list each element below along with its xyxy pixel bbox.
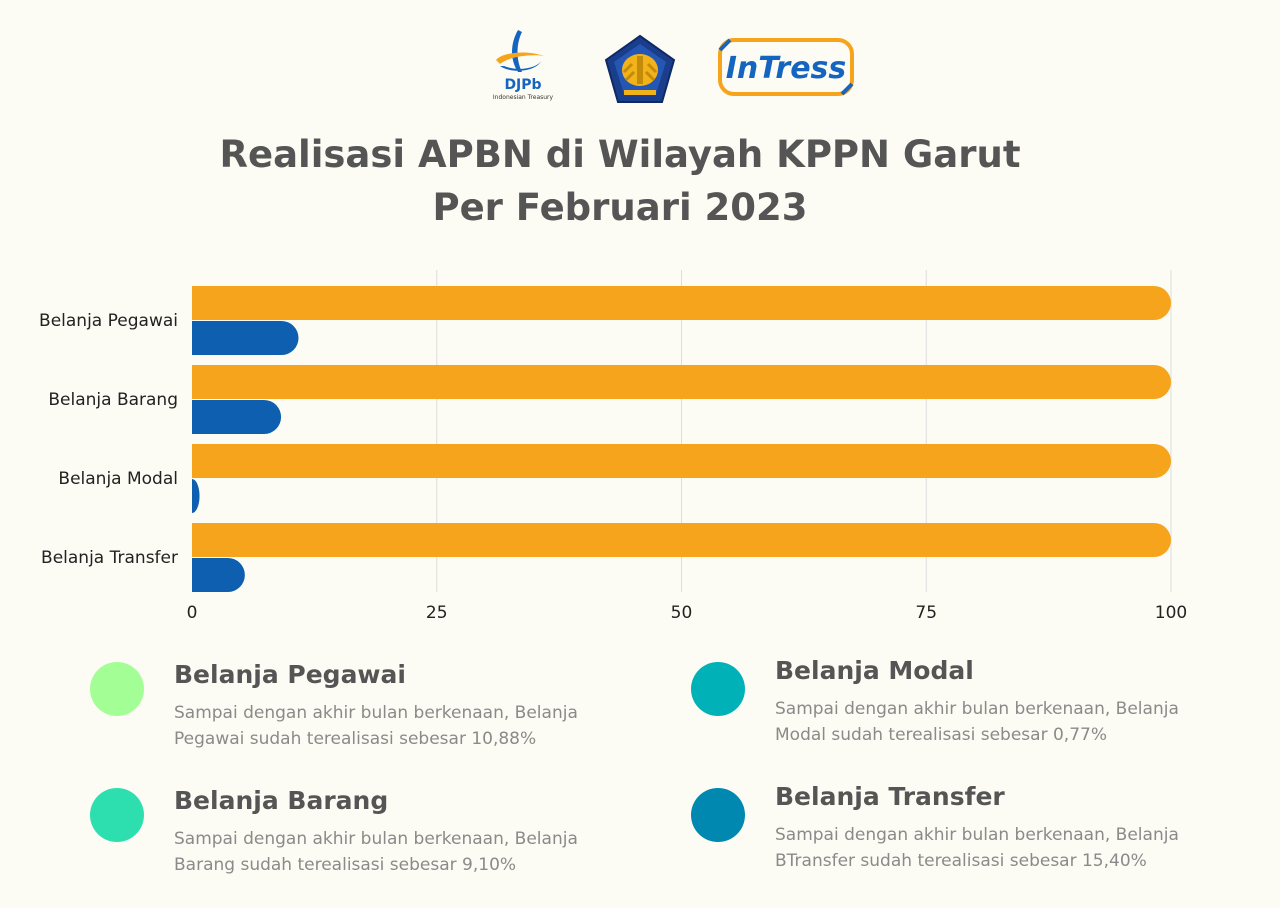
legend-desc-transfer: Sampai dengan akhir bulan berkenaan, Bel… xyxy=(775,825,1179,871)
djpb-logo-subtext: Indonesian Treasury xyxy=(493,94,554,101)
bar-blue xyxy=(192,558,245,592)
legend-dot-pegawai xyxy=(90,662,144,716)
legend-title-barang: Belanja Barang xyxy=(174,786,389,815)
intress-logo: InTress xyxy=(716,36,856,98)
page-title: Realisasi APBN di Wilayah KPPN Garut Per… xyxy=(0,128,1240,234)
x-tick-label: 0 xyxy=(187,603,198,623)
category-label: Belanja Barang xyxy=(48,390,178,410)
legend-desc-barang: Sampai dengan akhir bulan berkenaan, Bel… xyxy=(174,829,578,875)
bar-orange xyxy=(192,365,1171,399)
legend-desc-pegawai: Sampai dengan akhir bulan berkenaan, Bel… xyxy=(174,703,578,749)
category-label: Belanja Modal xyxy=(58,469,178,489)
x-tick-label: 25 xyxy=(426,603,448,623)
legend-desc-modal: Sampai dengan akhir bulan berkenaan, Bel… xyxy=(775,699,1179,745)
bar-blue xyxy=(192,400,282,434)
bar-orange xyxy=(192,444,1171,478)
x-tick-label: 75 xyxy=(915,603,937,623)
category-label: Belanja Transfer xyxy=(41,548,178,568)
x-tick-label: 50 xyxy=(671,603,693,623)
bar-chart: 0 25 50 75 100 Belanja Pegawai Belanja Barang B… xyxy=(39,270,1187,623)
legend-title-transfer: Belanja Transfer xyxy=(775,782,1005,811)
category-label: Belanja Pegawai xyxy=(39,311,178,331)
bar-orange xyxy=(192,286,1171,320)
djpb-logo-text: DJPb xyxy=(504,77,541,93)
legend-title-pegawai: Belanja Pegawai xyxy=(174,660,406,689)
bar-blue xyxy=(192,321,299,355)
kemenkeu-emblem xyxy=(602,34,678,104)
x-tick-label: 100 xyxy=(1155,603,1187,623)
bar-orange xyxy=(192,523,1171,557)
legend-title-modal: Belanja Modal xyxy=(775,656,974,685)
djpb-logo: DJPb Indonesian Treasury xyxy=(488,26,558,102)
legend-dot-transfer xyxy=(691,788,745,842)
intress-logo-text: InTress xyxy=(726,51,847,86)
page-title-line1: Realisasi APBN di Wilayah KPPN Garut xyxy=(219,133,1021,176)
bar-blue xyxy=(192,479,200,513)
legend-dot-barang xyxy=(90,788,144,842)
page-title-line2: Per Februari 2023 xyxy=(432,186,808,229)
legend-dot-modal xyxy=(691,662,745,716)
logo-bar: DJPb Indonesian Treasury InTress xyxy=(0,24,1280,108)
